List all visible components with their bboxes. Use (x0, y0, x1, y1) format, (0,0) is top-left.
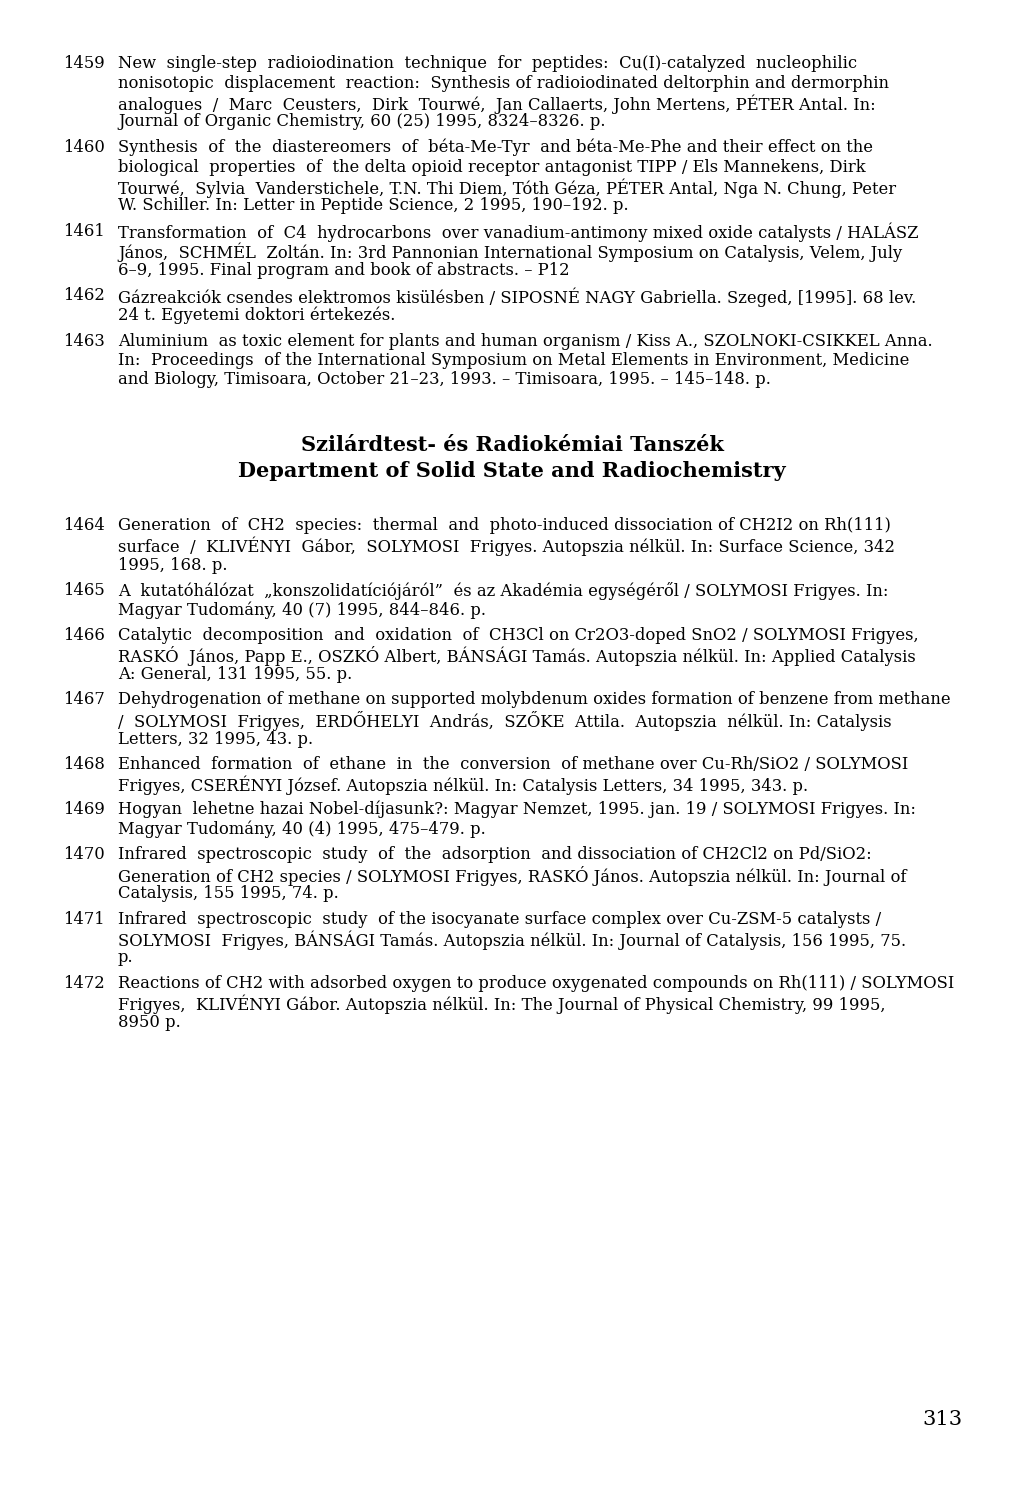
Text: 1995, 168. p.: 1995, 168. p. (118, 557, 227, 573)
Text: Journal of Organic Chemistry, 60 (25) 1995, 8324–8326. p.: Journal of Organic Chemistry, 60 (25) 19… (118, 114, 605, 130)
Text: 1462: 1462 (63, 287, 104, 304)
Text: Letters, 32 1995, 43. p.: Letters, 32 1995, 43. p. (118, 731, 313, 747)
Text: In:  Proceedings  of the International Symposium on Metal Elements in Environmen: In: Proceedings of the International Sym… (118, 352, 909, 368)
Text: analogues  /  Marc  Ceusters,  Dirk  Tourwé,  Jan Callaerts, John Mertens, PÉTER: analogues / Marc Ceusters, Dirk Tourwé, … (118, 94, 876, 114)
Text: Infrared  spectroscopic  study  of the isocyanate surface complex over Cu-ZSM-5 : Infrared spectroscopic study of the isoc… (118, 910, 881, 928)
Text: A: General, 131 1995, 55. p.: A: General, 131 1995, 55. p. (118, 666, 352, 683)
Text: New  single-step  radioiodination  technique  for  peptides:  Cu(I)-catalyzed  n: New single-step radioiodination techniqu… (118, 55, 857, 72)
Text: 1470: 1470 (63, 846, 104, 862)
Text: RASKÓ  János, Papp E., OSZKÓ Albert, BÁNSÁGI Tamás. Autopszia nélkül. In: Applie: RASKÓ János, Papp E., OSZKÓ Albert, BÁNS… (118, 647, 915, 666)
Text: surface  /  KLIVÉNYI  Gábor,  SOLYMOSI  Frigyes. Autopszia nélkül. In: Surface S: surface / KLIVÉNYI Gábor, SOLYMOSI Frigy… (118, 537, 895, 557)
Text: 1460: 1460 (63, 139, 104, 156)
Text: Frigyes, CSERÉNYI József. Autopszia nélkül. In: Catalysis Letters, 34 1995, 343.: Frigyes, CSERÉNYI József. Autopszia nélk… (118, 775, 808, 795)
Text: nonisotopic  displacement  reaction:  Synthesis of radioiodinated deltorphin and: nonisotopic displacement reaction: Synth… (118, 75, 889, 91)
Text: 1459: 1459 (63, 55, 104, 72)
Text: A  kutatóhálózat  „konszolidatíciójáról”  és az Akadémia egységéről / SOLYMOSI F: A kutatóhálózat „konszolidatíciójáról” é… (118, 582, 889, 600)
Text: Frigyes,  KLIVÉNYI Gábor. Autopszia nélkül. In: The Journal of Physical Chemistr: Frigyes, KLIVÉNYI Gábor. Autopszia nélkü… (118, 994, 886, 1013)
Text: 1472: 1472 (63, 975, 104, 993)
Text: 1468: 1468 (63, 756, 104, 772)
Text: Transformation  of  C4  hydrocarbons  over vanadium-antimony mixed oxide catalys: Transformation of C4 hydrocarbons over v… (118, 223, 919, 243)
Text: 8950 p.: 8950 p. (118, 1013, 181, 1031)
Text: Gázreakciók csendes elektromos kisülésben / SIPOSNÉ NAGY Gabriella. Szeged, [199: Gázreakciók csendes elektromos kisülésbe… (118, 287, 916, 307)
Text: 1469: 1469 (63, 801, 104, 817)
Text: /  SOLYMOSI  Frigyes,  ERDŐHELYI  András,  SZŐKE  Attila.  Autopszia  nélkül. In: / SOLYMOSI Frigyes, ERDŐHELYI András, SZ… (118, 711, 892, 731)
Text: Catalytic  decomposition  and  oxidation  of  CH3Cl on Cr2O3-doped SnO2 / SOLYMO: Catalytic decomposition and oxidation of… (118, 627, 919, 644)
Text: 1461: 1461 (63, 223, 104, 240)
Text: Catalysis, 155 1995, 74. p.: Catalysis, 155 1995, 74. p. (118, 885, 339, 903)
Text: 1466: 1466 (63, 627, 104, 644)
Text: Enhanced  formation  of  ethane  in  the  conversion  of methane over Cu-Rh/SiO2: Enhanced formation of ethane in the conv… (118, 756, 908, 772)
Text: 1465: 1465 (63, 582, 104, 599)
Text: 24 t. Egyetemi doktori értekezés.: 24 t. Egyetemi doktori értekezés. (118, 307, 395, 325)
Text: Generation of CH2 species / SOLYMOSI Frigyes, RASKÓ János. Autopszia nélkül. In:: Generation of CH2 species / SOLYMOSI Fri… (118, 865, 906, 886)
Text: Department of Solid State and Radiochemistry: Department of Solid State and Radiochemi… (239, 461, 785, 481)
Text: W. Schiller. In: Letter in Peptide Science, 2 1995, 190–192. p.: W. Schiller. In: Letter in Peptide Scien… (118, 198, 629, 214)
Text: Magyar Tudomány, 40 (4) 1995, 475–479. p.: Magyar Tudomány, 40 (4) 1995, 475–479. p… (118, 820, 485, 838)
Text: Reactions of CH2 with adsorbed oxygen to produce oxygenated compounds on Rh(111): Reactions of CH2 with adsorbed oxygen to… (118, 975, 954, 993)
Text: Generation  of  CH2  species:  thermal  and  photo-induced dissociation of CH2I2: Generation of CH2 species: thermal and p… (118, 518, 891, 534)
Text: and Biology, Timisoara, October 21–23, 1993. – Timisoara, 1995. – 145–148. p.: and Biology, Timisoara, October 21–23, 1… (118, 371, 771, 389)
Text: Hogyan  lehetne hazai Nobel-díjasunk?: Magyar Nemzet, 1995. jan. 19 / SOLYMOSI F: Hogyan lehetne hazai Nobel-díjasunk?: Ma… (118, 801, 916, 819)
Text: Dehydrogenation of methane on supported molybdenum oxides formation of benzene f: Dehydrogenation of methane on supported … (118, 692, 950, 708)
Text: János,  SCHMÉL  Zoltán. In: 3rd Pannonian International Symposium on Catalysis, : János, SCHMÉL Zoltán. In: 3rd Pannonian … (118, 243, 902, 262)
Text: biological  properties  of  the delta opioid receptor antagonist TIPP / Els Mann: biological properties of the delta opioi… (118, 159, 865, 175)
Text: 6–9, 1995. Final program and book of abstracts. – P12: 6–9, 1995. Final program and book of abs… (118, 262, 569, 278)
Text: Szilárdtest- és Radiokémiai Tanszék: Szilárdtest- és Radiokémiai Tanszék (301, 436, 723, 455)
Text: Tourwé,  Sylvia  Vanderstichele, T.N. Thi Diem, Tóth Géza, PÉTER Antal, Nga N. C: Tourwé, Sylvia Vanderstichele, T.N. Thi … (118, 178, 896, 198)
Text: Magyar Tudomány, 40 (7) 1995, 844–846. p.: Magyar Tudomány, 40 (7) 1995, 844–846. p… (118, 602, 486, 618)
Text: 1464: 1464 (63, 518, 104, 534)
Text: 313: 313 (922, 1410, 962, 1430)
Text: 1463: 1463 (63, 332, 104, 349)
Text: Infrared  spectroscopic  study  of  the  adsorption  and dissociation of CH2Cl2 : Infrared spectroscopic study of the adso… (118, 846, 871, 862)
Text: 1471: 1471 (63, 910, 104, 928)
Text: p.: p. (118, 949, 133, 967)
Text: 1467: 1467 (63, 692, 104, 708)
Text: Aluminium  as toxic element for plants and human organism / Kiss A., SZOLNOKI-CS: Aluminium as toxic element for plants an… (118, 332, 933, 349)
Text: SOLYMOSI  Frigyes, BÁNSÁGI Tamás. Autopszia nélkül. In: Journal of Catalysis, 15: SOLYMOSI Frigyes, BÁNSÁGI Tamás. Autopsz… (118, 930, 906, 949)
Text: Synthesis  of  the  diastereomers  of  béta-Me-Tyr  and béta-Me-Phe and their ef: Synthesis of the diastereomers of béta-M… (118, 139, 873, 157)
